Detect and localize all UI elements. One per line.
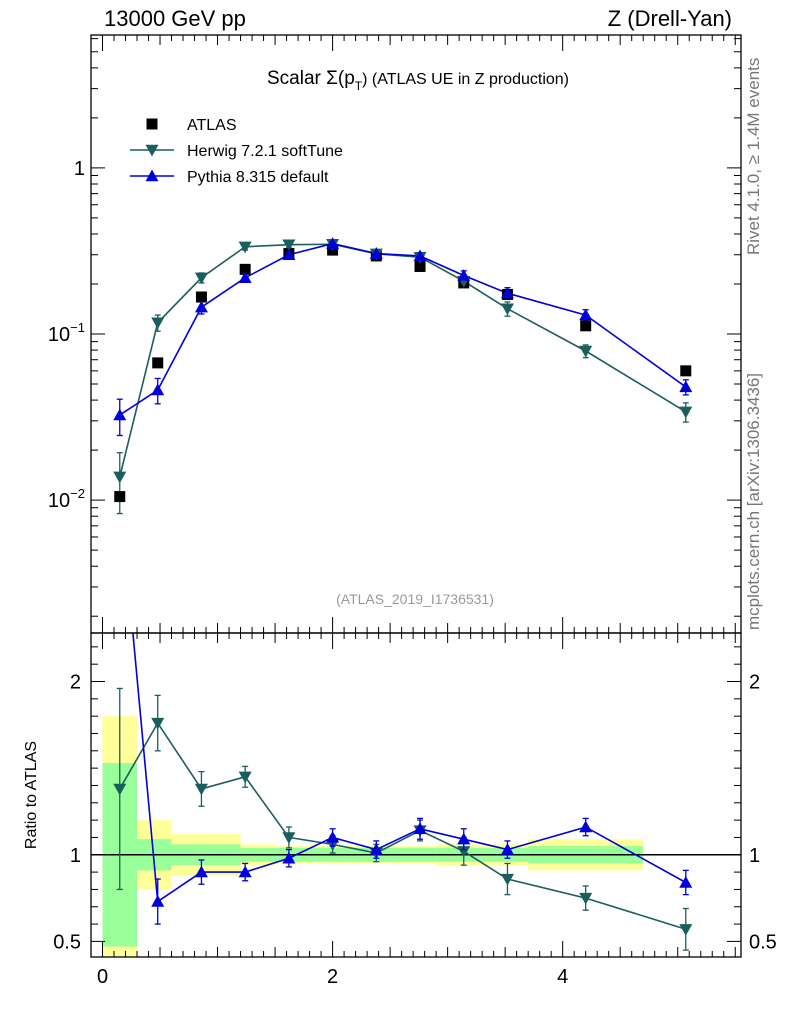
ratio-panel-series bbox=[113, 633, 693, 951]
data-point-atlas bbox=[239, 263, 251, 275]
ratio-point-herwig bbox=[457, 846, 471, 858]
data-point-herwig bbox=[113, 471, 127, 484]
data-point-pythia bbox=[579, 308, 593, 321]
data-point-pythia bbox=[679, 380, 693, 393]
chart-title-sub: T bbox=[355, 79, 363, 93]
data-point-atlas bbox=[414, 260, 426, 272]
header-right: Z (Drell-Yan) bbox=[607, 6, 732, 31]
data-point-pythia bbox=[151, 383, 165, 396]
y-tick-label-ratio-left: 2 bbox=[70, 672, 81, 694]
ratio-point-pythia bbox=[151, 895, 165, 907]
legend-label-herwig: Herwig 7.2.1 softTune bbox=[187, 143, 343, 160]
y-tick-label-main: 10−2 bbox=[48, 486, 85, 512]
series-marker-layer bbox=[113, 633, 693, 951]
legend-label-pythia: Pythia 8.315 default bbox=[187, 169, 329, 186]
y-tick-label-ratio-left: 0.5 bbox=[53, 931, 81, 953]
ratio-point-pythia bbox=[500, 843, 514, 855]
ratio-point-herwig bbox=[679, 924, 693, 936]
data-point-pythia bbox=[413, 249, 427, 262]
legend-marker-herwig bbox=[145, 144, 159, 157]
data-point-pythia bbox=[500, 286, 514, 299]
frame-layer bbox=[90, 34, 742, 958]
ratio-point-pythia bbox=[326, 830, 340, 843]
ratio-y-axis-label: Ratio to ATLAS bbox=[23, 741, 40, 849]
data-point-herwig bbox=[151, 317, 165, 330]
ratio-point-pythia bbox=[282, 851, 296, 864]
data-point-herwig bbox=[194, 272, 208, 285]
y-tick-label-main: 10−1 bbox=[48, 320, 85, 346]
ratio-point-pythia bbox=[369, 843, 383, 855]
y-tick-label-ratio-right: 1 bbox=[749, 845, 760, 867]
legend-label-atlas: ATLAS bbox=[187, 117, 237, 134]
y-tick-label-ratio-right: 0.5 bbox=[749, 931, 777, 953]
ratio-point-herwig bbox=[238, 771, 252, 784]
ratio-point-herwig bbox=[500, 873, 514, 886]
x-tick-label: 4 bbox=[557, 966, 568, 988]
ratio-line-herwig bbox=[119, 721, 687, 931]
data-point-atlas bbox=[195, 291, 207, 303]
data-point-atlas bbox=[114, 491, 126, 503]
ratio-point-pythia bbox=[413, 822, 427, 834]
ratio-point-herwig bbox=[113, 783, 127, 796]
ratio-panel-frame bbox=[90, 632, 742, 958]
data-point-pythia bbox=[113, 408, 127, 421]
y-tick-label-base: 1 bbox=[74, 158, 85, 180]
main-panel-series bbox=[113, 237, 693, 515]
rivet-label: Rivet 4.1.0, ≥ 1.4M events bbox=[744, 57, 763, 255]
data-point-herwig bbox=[579, 345, 593, 358]
legend-marker-pythia bbox=[145, 169, 159, 182]
ratio-point-herwig bbox=[282, 832, 296, 844]
mcplots-label: mcplots.cern.ch [arXiv:1306.3436] bbox=[744, 372, 763, 630]
data-point-atlas bbox=[680, 365, 692, 377]
data-point-herwig bbox=[500, 303, 514, 316]
ratio-point-herwig bbox=[579, 892, 593, 905]
data-point-pythia bbox=[457, 268, 471, 281]
x-tick-label: 0 bbox=[97, 966, 108, 988]
y-tick-label-ratio-right: 2 bbox=[749, 672, 760, 694]
data-point-pythia bbox=[326, 237, 340, 249]
ratio-point-herwig bbox=[194, 783, 208, 796]
legend-marker-atlas bbox=[146, 118, 158, 130]
ratio-point-pythia bbox=[238, 865, 252, 878]
data-point-herwig bbox=[679, 406, 693, 419]
series-line-layer bbox=[113, 237, 693, 515]
y-tick-label-exponent: −1 bbox=[70, 320, 85, 335]
y-tick-label-ratio-left: 1 bbox=[70, 845, 81, 867]
analysis-id: (ATLAS_2019_I1736531) bbox=[336, 591, 494, 607]
header-left: 13000 GeV pp bbox=[104, 6, 246, 31]
chart-title-main: Scalar Σ(p bbox=[267, 68, 355, 89]
data-point-atlas bbox=[580, 320, 592, 332]
data-point-pythia bbox=[194, 300, 208, 313]
chart-title: Scalar Σ(pT) (ATLAS UE in Z production) bbox=[267, 68, 569, 93]
ratio-point-pythia bbox=[194, 865, 208, 878]
chart-title-tail: ) (ATLAS UE in Z production) bbox=[362, 71, 569, 88]
data-point-pythia bbox=[369, 247, 383, 259]
ratio-point-pythia bbox=[457, 832, 471, 845]
series-line-pythia bbox=[119, 242, 687, 416]
data-point-pythia bbox=[282, 248, 296, 260]
data-point-herwig bbox=[238, 241, 252, 254]
y-tick-label-base: 10 bbox=[48, 490, 70, 512]
data-point-atlas bbox=[152, 357, 164, 369]
ratio-point-pythia bbox=[679, 875, 693, 888]
y-tick-label-exponent: −2 bbox=[70, 486, 85, 501]
y-tick-label-main: 1 bbox=[74, 158, 85, 180]
x-tick-label: 2 bbox=[327, 966, 338, 988]
ratio-line-pythia bbox=[132, 633, 687, 903]
y-tick-label-base: 10 bbox=[48, 324, 70, 346]
ratio-point-pythia bbox=[579, 820, 593, 833]
ratio-point-herwig bbox=[151, 717, 165, 730]
data-point-herwig bbox=[282, 239, 296, 252]
data-point-pythia bbox=[238, 271, 252, 283]
